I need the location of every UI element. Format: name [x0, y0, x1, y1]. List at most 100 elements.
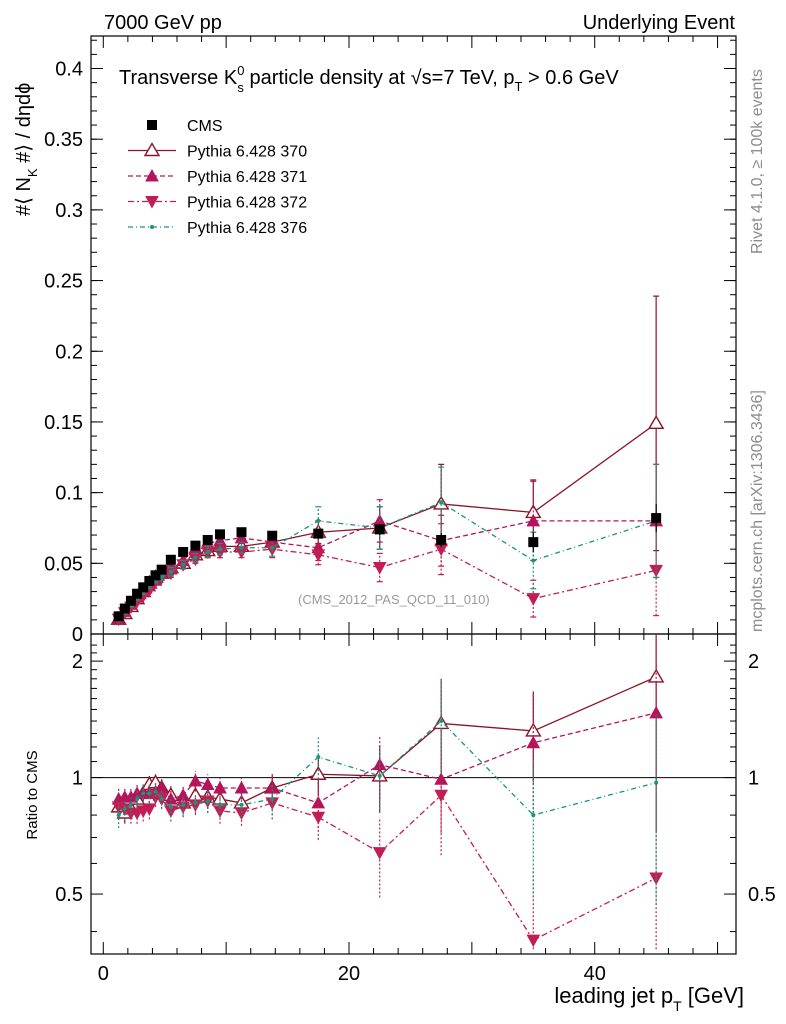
cms-data-point	[113, 611, 124, 622]
series-point	[647, 414, 665, 430]
legend-label-0: Pythia 6.428 370	[187, 144, 307, 161]
ratio-point	[193, 800, 198, 805]
legend-marker-2	[145, 196, 159, 209]
ratio-point	[372, 847, 387, 860]
y-tick-label: 0.3	[55, 200, 83, 222]
ratio-y-tick-label: 1	[72, 768, 83, 790]
series-point	[205, 550, 210, 555]
series-point	[372, 562, 387, 575]
legend-label-2: Pythia 6.428 372	[187, 195, 307, 212]
ratio-frame	[90, 633, 737, 955]
ratio-point	[168, 804, 173, 809]
series-point	[239, 545, 244, 550]
cms-data-point	[651, 513, 662, 524]
legend-marker-3	[150, 225, 154, 229]
series-point	[531, 558, 536, 563]
main-series-group	[110, 295, 665, 627]
y-tick-label: 0.1	[55, 483, 83, 505]
cms-data-point	[190, 540, 201, 551]
ratio-point	[153, 789, 158, 794]
ratio-point	[135, 797, 140, 802]
axes-group: 0 0.05 0.1 0.15 0.2 0.25 0.3 0.35 0.4 0 20 40 0.5 0.5…	[44, 36, 776, 985]
series-point	[168, 569, 173, 574]
legend-label-1: Pythia 6.428 371	[187, 169, 307, 186]
cms-data-point	[215, 529, 225, 540]
ratio-point	[654, 780, 659, 785]
ratio-series-group	[110, 634, 665, 950]
ratio-point	[116, 813, 121, 818]
ratio-point	[200, 777, 215, 790]
ratio-line-1	[118, 712, 657, 804]
ratio-point	[270, 797, 275, 802]
series-point	[311, 549, 326, 562]
ratio-point	[147, 791, 152, 796]
y-tick-label: 0.15	[44, 412, 83, 434]
ratio-point	[213, 780, 227, 794]
ratio-point	[234, 780, 249, 794]
header-right: Underlying Event	[583, 12, 736, 34]
ratio-point	[647, 668, 665, 683]
ratio-point	[377, 773, 382, 778]
y-tick-label: 0.05	[44, 553, 83, 575]
cms-data-point	[150, 570, 161, 581]
ratio-y-tick-label: 2	[72, 651, 83, 673]
cms-data-point	[119, 603, 130, 614]
ratio-point	[205, 798, 210, 803]
ratio-point	[142, 803, 157, 816]
ratio-point	[159, 797, 164, 802]
x-tick-label: 0	[98, 963, 109, 985]
series-point	[181, 562, 186, 567]
ratio-point	[141, 791, 146, 796]
x-tick-label: 20	[338, 963, 360, 985]
x-tick-label: 40	[584, 963, 606, 985]
series-point	[234, 530, 249, 544]
cms-data-point	[132, 588, 143, 599]
series-line-3	[118, 501, 657, 621]
series-point	[316, 518, 321, 523]
cms-data-point	[202, 534, 213, 545]
cms-data-point	[156, 564, 167, 575]
ratio-point	[316, 755, 321, 760]
ratio-point	[188, 773, 203, 787]
header-left: 7000 GeV pp	[104, 12, 222, 34]
legend-cms-marker	[147, 120, 157, 130]
cms-data-point	[436, 534, 447, 545]
ratio-point	[181, 802, 186, 807]
ratio-point	[218, 802, 222, 807]
ratio-y-tick-label-right: 2	[748, 651, 759, 673]
legend-marker-0	[143, 142, 161, 157]
ratio-point	[531, 813, 536, 818]
ratio-point	[265, 780, 280, 794]
legend-cms-label: CMS	[187, 118, 223, 135]
ratio-y-tick-label-right: 0.5	[748, 884, 776, 906]
ratio-point	[122, 806, 127, 811]
series-point	[526, 513, 541, 527]
series-point	[439, 500, 444, 505]
legend-label-3: Pythia 6.428 376	[187, 220, 307, 237]
analysis-watermark: (CMS_2012_PAS_QCD_11_010)	[298, 592, 490, 607]
ratio-line-2	[118, 794, 657, 942]
ratio-point	[311, 811, 326, 825]
cms-data-point	[178, 547, 189, 558]
series-line-2	[118, 548, 657, 620]
cms-data-point	[374, 524, 385, 535]
x-axis-label: leading jet pT [GeV]	[554, 983, 744, 1014]
legend-marker-1	[145, 168, 159, 182]
series-point	[159, 575, 164, 580]
y-tick-label: 0.4	[55, 59, 83, 81]
y-tick-label: 0.25	[44, 271, 83, 293]
cms-data-point	[138, 582, 149, 593]
ratio-y-axis-label: Ratio to CMS	[24, 750, 41, 839]
cms-data-point	[165, 554, 176, 565]
ratio-point	[239, 802, 244, 807]
ratio-point	[434, 789, 448, 803]
y-axis-label: #⟨ NK #⟩ / dηdϕ	[13, 83, 40, 216]
ratio-y-tick-label-right: 1	[748, 768, 759, 790]
ratio-point	[649, 705, 663, 719]
rivet-version-label: Rivet 4.1.0, ≥ 100k events	[749, 69, 766, 254]
ratio-point	[128, 802, 133, 807]
y-tick-label: 0.35	[44, 129, 83, 151]
y-tick-label: 0	[72, 624, 83, 646]
series-point	[526, 593, 541, 606]
